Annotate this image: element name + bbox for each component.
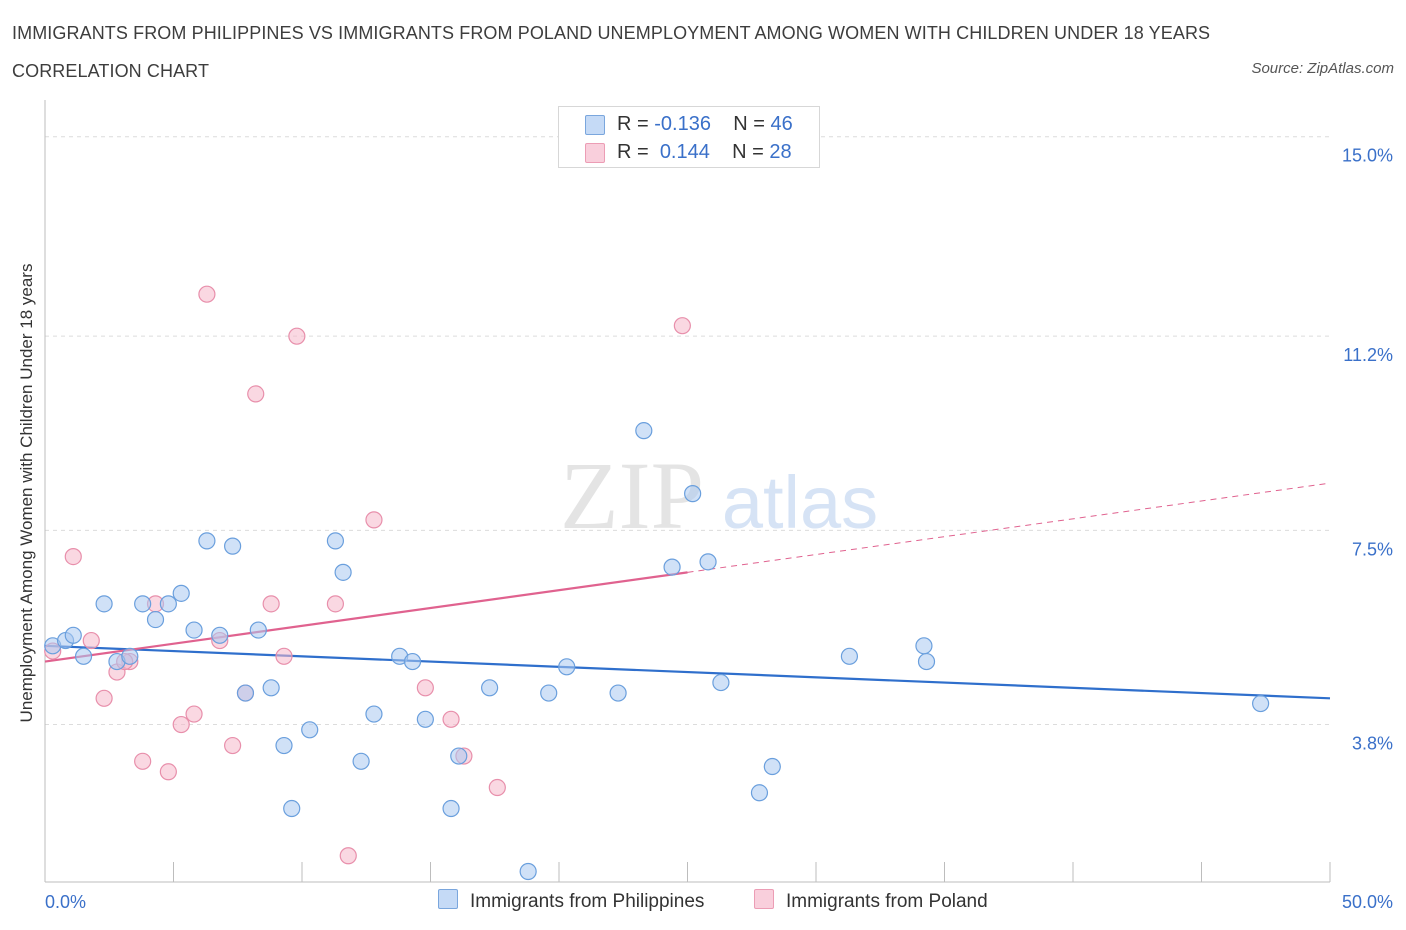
data-point-series-0 bbox=[95, 595, 113, 613]
data-point-series-0 bbox=[712, 673, 730, 692]
data-point-series-0 bbox=[699, 553, 717, 571]
data-point-series-1 bbox=[185, 705, 203, 723]
data-point-series-0 bbox=[763, 757, 781, 776]
legend-r-value: 0.144 bbox=[659, 141, 710, 163]
data-point-series-0 bbox=[663, 558, 681, 576]
legend-n-label: N = bbox=[733, 113, 765, 135]
data-point-series-0 bbox=[64, 626, 82, 644]
bottom-legend-label-philippines: Immigrants from Philippines bbox=[470, 891, 705, 912]
data-point-series-0 bbox=[211, 626, 229, 644]
data-point-series-0 bbox=[198, 532, 216, 550]
data-point-series-0 bbox=[134, 595, 152, 613]
data-point-series-1 bbox=[134, 752, 152, 770]
bottom-legend-swatch-poland bbox=[754, 889, 774, 909]
data-point-series-1 bbox=[288, 327, 306, 345]
data-point-series-1 bbox=[95, 689, 113, 707]
data-point-series-0 bbox=[750, 784, 769, 802]
data-point-series-0 bbox=[403, 652, 422, 671]
data-point-series-0 bbox=[352, 752, 370, 770]
data-point-series-0 bbox=[121, 647, 139, 665]
data-point-series-0 bbox=[262, 679, 280, 697]
data-point-series-0 bbox=[917, 652, 936, 671]
data-point-series-0 bbox=[146, 610, 165, 629]
legend-n-value: 28 bbox=[769, 141, 792, 163]
data-point-series-0 bbox=[334, 563, 352, 581]
data-point-series-0 bbox=[224, 537, 242, 555]
points-layer bbox=[44, 285, 1270, 881]
watermark-atlas: atlas bbox=[722, 461, 878, 544]
data-point-series-1 bbox=[198, 285, 216, 303]
chart-source: Source: ZipAtlas.com bbox=[1251, 60, 1394, 77]
data-point-series-0 bbox=[236, 684, 255, 702]
x-tick-label: 50.0% bbox=[1342, 892, 1393, 912]
data-point-series-1 bbox=[247, 385, 265, 403]
tick-layer: 3.8% 7.5% 11.2% 15.0% 0.0% 50.0% bbox=[45, 146, 1393, 912]
data-point-series-0 bbox=[558, 658, 576, 676]
data-point-series-0 bbox=[684, 485, 702, 503]
y-tick-label: 11.2% bbox=[1343, 345, 1393, 365]
trend-extension-series-1 bbox=[687, 482, 1331, 573]
y-tick-label: 3.8% bbox=[1352, 734, 1393, 754]
bottom-legend-philippines: Immigrants from Philippines bbox=[438, 889, 704, 913]
data-point-series-0 bbox=[450, 747, 468, 765]
data-point-series-1 bbox=[326, 595, 345, 613]
data-point-series-0 bbox=[365, 705, 383, 723]
data-point-series-1 bbox=[442, 710, 460, 728]
axis-layer bbox=[44, 100, 1331, 883]
correlation-legend: R = -0.136 N = 46 R = 0.144 N = 28 bbox=[558, 106, 820, 168]
data-point-series-1 bbox=[673, 317, 691, 335]
watermark-zip: ZIP bbox=[560, 442, 704, 549]
legend-n-label: N = bbox=[732, 141, 764, 163]
data-point-series-1 bbox=[82, 631, 100, 650]
data-point-series-0 bbox=[172, 584, 190, 602]
data-point-series-0 bbox=[540, 684, 558, 702]
legend-r-label: R = bbox=[617, 141, 649, 163]
data-point-series-0 bbox=[416, 710, 434, 728]
data-point-series-0 bbox=[185, 621, 203, 639]
y-axis-label: Unemployment Among Women with Children U… bbox=[17, 263, 36, 723]
data-point-series-1 bbox=[416, 679, 434, 697]
data-point-series-1 bbox=[64, 548, 82, 566]
legend-swatch-philippines bbox=[585, 115, 605, 135]
data-point-series-1 bbox=[488, 778, 506, 797]
data-point-series-1 bbox=[365, 511, 383, 529]
data-point-series-0 bbox=[635, 422, 653, 440]
y-tick-label: 7.5% bbox=[1352, 539, 1393, 559]
legend-r-value: -0.136 bbox=[654, 113, 711, 135]
data-point-series-0 bbox=[74, 647, 93, 665]
data-point-series-0 bbox=[301, 721, 319, 739]
data-point-series-0 bbox=[442, 799, 460, 818]
bottom-legend-poland: Immigrants from Poland bbox=[754, 889, 988, 913]
data-point-series-0 bbox=[275, 736, 293, 755]
data-point-series-0 bbox=[481, 679, 499, 697]
data-point-series-0 bbox=[915, 637, 933, 655]
bottom-legend-swatch-philippines bbox=[438, 889, 458, 909]
legend-n-value: 46 bbox=[770, 113, 793, 135]
data-point-series-0 bbox=[159, 595, 177, 613]
data-point-series-1 bbox=[262, 595, 280, 613]
data-point-series-1 bbox=[339, 847, 357, 865]
data-point-series-1 bbox=[159, 763, 177, 781]
grid-layer bbox=[45, 136, 1330, 726]
y-tick-label: 15.0% bbox=[1342, 146, 1393, 166]
legend-r-label: R = bbox=[617, 113, 649, 135]
trend-layer bbox=[44, 482, 1331, 700]
trend-line-series-1 bbox=[44, 571, 688, 663]
data-point-series-0 bbox=[326, 532, 345, 550]
legend-swatch-poland bbox=[585, 143, 605, 163]
data-point-series-0 bbox=[519, 862, 537, 881]
data-point-series-1 bbox=[275, 647, 293, 665]
data-point-series-1 bbox=[172, 715, 190, 734]
data-point-series-0 bbox=[840, 647, 859, 665]
data-point-series-0 bbox=[609, 684, 627, 702]
data-point-series-1 bbox=[224, 736, 242, 755]
x-tick-label: 0.0% bbox=[45, 892, 86, 912]
data-point-series-0 bbox=[1252, 694, 1270, 713]
trend-line-series-0 bbox=[44, 644, 1331, 700]
bottom-legend-label-poland: Immigrants from Poland bbox=[786, 891, 988, 912]
data-point-series-0 bbox=[283, 799, 301, 818]
data-point-series-0 bbox=[249, 621, 267, 639]
chart-title: IMMIGRANTS FROM PHILIPPINES VS IMMIGRANT… bbox=[12, 23, 1211, 81]
